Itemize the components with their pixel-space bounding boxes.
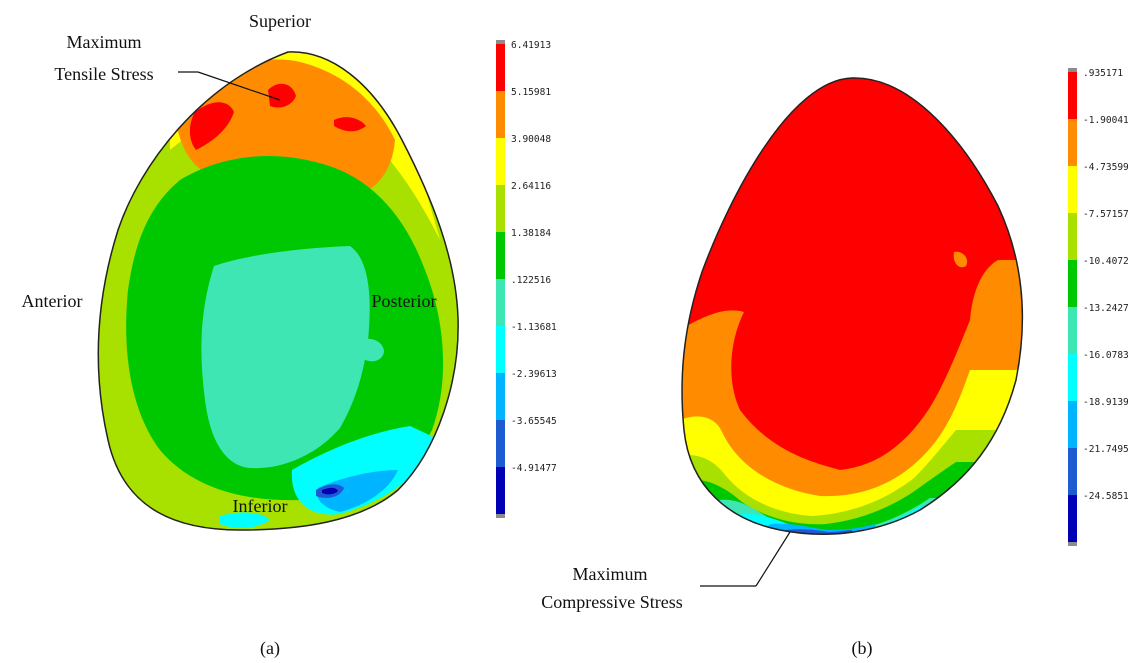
caption-a: (a): [260, 638, 280, 659]
region-teal-spot: [360, 338, 384, 362]
legend-tick-label: -21.7495: [1083, 444, 1129, 455]
legend-cap-top: [1068, 68, 1077, 72]
legend-swatch: [496, 420, 505, 468]
legend-tick-label: -10.4072: [1083, 256, 1129, 267]
legend-swatch: [1068, 307, 1077, 355]
legend-cap-bottom: [496, 514, 505, 518]
region-dark-blue-band: [790, 532, 826, 535]
legend-b: .935171 -1.90041 -4.73599 -7.57157 -10.4072 -…: [1068, 68, 1129, 546]
legend-swatch: [1068, 260, 1077, 308]
legend-swatch: [496, 44, 505, 92]
region-light-blue-band: [740, 523, 900, 535]
legend-tick-label: .122516: [511, 275, 551, 286]
panel-b: Maximum Compressive Stress .935171 -1.900…: [541, 68, 1129, 659]
legend-a: 6.41913 5.15981 3.90048 2.64116 1.38184 .1225…: [496, 40, 557, 518]
label-posterior: Posterior: [372, 291, 437, 311]
legend-tick-label: -13.2427: [1083, 303, 1129, 314]
legend-tick-label: -7.57157: [1083, 209, 1129, 220]
region-red-peak: [268, 83, 296, 108]
legend-cap-top: [496, 40, 505, 44]
panel-a: Superior Maximum Tensile Stress Anterior…: [22, 11, 558, 659]
region-red-right: [334, 117, 366, 132]
legend-swatch: [496, 373, 505, 421]
label-max-compressive-line1: Maximum: [573, 564, 648, 584]
legend-swatch: [1068, 401, 1077, 449]
legend-swatch: [1068, 119, 1077, 167]
caption-b: (b): [852, 638, 873, 659]
outline-a: [97, 51, 459, 531]
legend-swatch: [1068, 72, 1077, 120]
legend-tick-label: -16.0783: [1083, 350, 1129, 361]
label-max-compressive-line2: Compressive Stress: [541, 592, 683, 612]
legend-tick-label: -4.91477: [511, 463, 557, 474]
legend-swatch: [496, 91, 505, 139]
region-green-band: [682, 462, 1023, 535]
legend-swatch: [1068, 448, 1077, 496]
legend-swatch: [1068, 495, 1077, 543]
legend-tick-label: -1.90041: [1083, 115, 1129, 126]
region-teal-core: [201, 246, 370, 469]
region-cyan-left: [220, 512, 270, 529]
label-superior: Superior: [249, 11, 311, 31]
legend-swatch: [1068, 354, 1077, 402]
legend-tick-label: 5.15981: [511, 87, 551, 98]
region-red-left: [189, 102, 234, 150]
region-light-blue: [316, 470, 398, 512]
legend-swatch: [496, 232, 505, 280]
region-dark-blue: [322, 487, 338, 495]
label-anterior: Anterior: [22, 291, 83, 311]
leader-compressive-b: [755, 531, 791, 587]
label-max-tensile-line2: Tensile Stress: [54, 64, 153, 84]
legend-tick-label: -3.65545: [511, 416, 557, 427]
legend-tick-label: 6.41913: [511, 40, 551, 51]
label-inferior: Inferior: [233, 496, 288, 516]
legend-swatch: [496, 279, 505, 327]
legend-tick-label: 2.64116: [511, 181, 551, 192]
legend-tick-label: 1.38184: [511, 228, 551, 239]
legend-swatch: [1068, 166, 1077, 214]
legend-tick-label: -18.9139: [1083, 397, 1129, 408]
leader-tensile-b: [197, 71, 281, 101]
legend-swatch: [1068, 213, 1077, 261]
legend-tick-label: -1.13681: [511, 322, 557, 333]
legend-tick-label: 3.90048: [511, 134, 551, 145]
legend-tick-label: -4.73599: [1083, 162, 1129, 173]
legend-swatch: [496, 185, 505, 233]
legend-swatch: [496, 138, 505, 186]
legend-tick-label: .935171: [1083, 68, 1123, 79]
legend-cap-bottom: [1068, 542, 1077, 546]
legend-swatch: [496, 467, 505, 515]
legend-tick-label: -24.5851: [1083, 491, 1129, 502]
region-orange-spot: [953, 251, 968, 268]
outline-b: [681, 77, 1024, 535]
legend-swatch: [496, 326, 505, 374]
contour-map-b: [682, 77, 1023, 535]
label-max-tensile-line1: Maximum: [67, 32, 142, 52]
legend-tick-label: -2.39613: [511, 369, 557, 380]
